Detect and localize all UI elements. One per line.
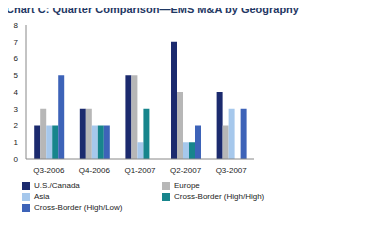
svg-text:1: 1 xyxy=(14,138,19,147)
html-text:Asia: Asia xyxy=(34,192,50,201)
html-text:Cross-Border (High/High): Cross-Border (High/High) xyxy=(174,192,265,201)
svg-text:Q4-2006: Q4-2006 xyxy=(79,166,111,175)
svg-text:0: 0 xyxy=(14,155,19,164)
svg-text:5: 5 xyxy=(14,71,19,80)
html-text:Cross-Border (High/Low): Cross-Border (High/Low) xyxy=(34,203,123,212)
svg-text:4: 4 xyxy=(14,88,19,97)
html-text:Chart C: Quarter Comparison—EM: Chart C: Quarter Comparison—EMS M&A by G… xyxy=(6,3,299,15)
svg-text:Q2-2007: Q2-2007 xyxy=(170,166,202,175)
html-text:Europe: Europe xyxy=(174,181,200,190)
svg-text:Q1-2007: Q1-2007 xyxy=(124,166,156,175)
svg-text:Q3-2007: Q3-2007 xyxy=(216,166,248,175)
html-text:U.S./Canada: U.S./Canada xyxy=(34,181,80,190)
svg-text:2: 2 xyxy=(14,121,19,130)
svg-text:6: 6 xyxy=(14,54,19,63)
svg-text:7: 7 xyxy=(14,38,19,47)
svg-text:Q3-2006: Q3-2006 xyxy=(33,166,65,175)
svg-text:8: 8 xyxy=(14,21,19,30)
svg-text:3: 3 xyxy=(14,105,19,114)
